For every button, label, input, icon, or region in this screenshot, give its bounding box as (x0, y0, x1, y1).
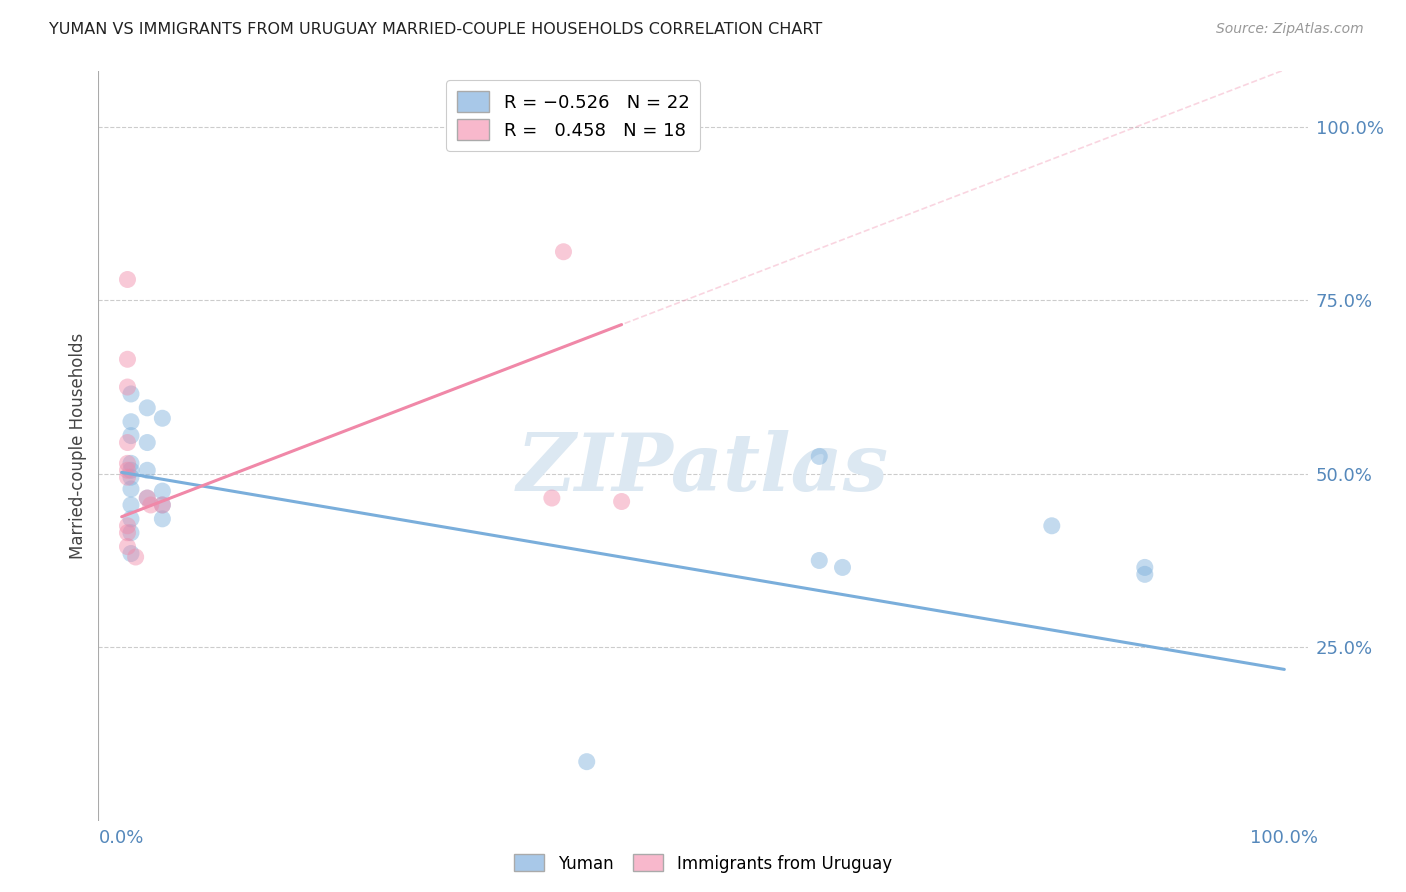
Point (136, 491, 159, 505)
Point (1133, 567, 1156, 582)
Point (808, 450, 831, 464)
Point (610, 494, 633, 508)
Point (117, 470, 139, 484)
Text: Source: ZipAtlas.com: Source: ZipAtlas.com (1216, 22, 1364, 37)
Point (120, 428, 142, 442)
Point (120, 482, 142, 496)
Point (136, 463, 159, 477)
Legend: Yuman, Immigrants from Uruguay: Yuman, Immigrants from Uruguay (508, 847, 898, 880)
Text: ZIPatlas: ZIPatlas (517, 430, 889, 508)
Point (120, 463, 142, 477)
Point (117, 518, 139, 533)
Point (136, 401, 159, 415)
Text: YUMAN VS IMMIGRANTS FROM URUGUAY MARRIED-COUPLE HOUSEHOLDS CORRELATION CHART: YUMAN VS IMMIGRANTS FROM URUGUAY MARRIED… (49, 22, 823, 37)
Point (117, 540, 139, 554)
Point (150, 484, 173, 499)
Point (553, 244, 575, 259)
Point (150, 411, 173, 425)
Point (117, 463, 139, 477)
Point (117, 380, 139, 394)
Point (120, 387, 142, 401)
Point (150, 498, 173, 512)
Point (117, 272, 139, 286)
Point (117, 352, 139, 367)
Point (120, 525, 142, 540)
Point (136, 491, 159, 505)
Point (120, 470, 142, 484)
Point (1040, 518, 1063, 533)
Point (139, 498, 162, 512)
Point (117, 435, 139, 450)
Point (117, 456, 139, 470)
Point (831, 560, 853, 574)
Point (136, 435, 159, 450)
Point (124, 549, 146, 564)
Y-axis label: Married-couple Households: Married-couple Households (69, 333, 87, 559)
Point (150, 498, 173, 512)
Point (150, 512, 173, 526)
Point (120, 498, 142, 512)
Point (120, 415, 142, 429)
Legend: R = −0.526   N = 22, R =   0.458   N = 18: R = −0.526 N = 22, R = 0.458 N = 18 (446, 80, 700, 151)
Point (540, 491, 562, 505)
Point (117, 525, 139, 540)
Point (120, 456, 142, 470)
Point (120, 547, 142, 561)
Point (575, 755, 598, 769)
Point (120, 512, 142, 526)
Point (1133, 560, 1156, 574)
Point (808, 553, 831, 567)
